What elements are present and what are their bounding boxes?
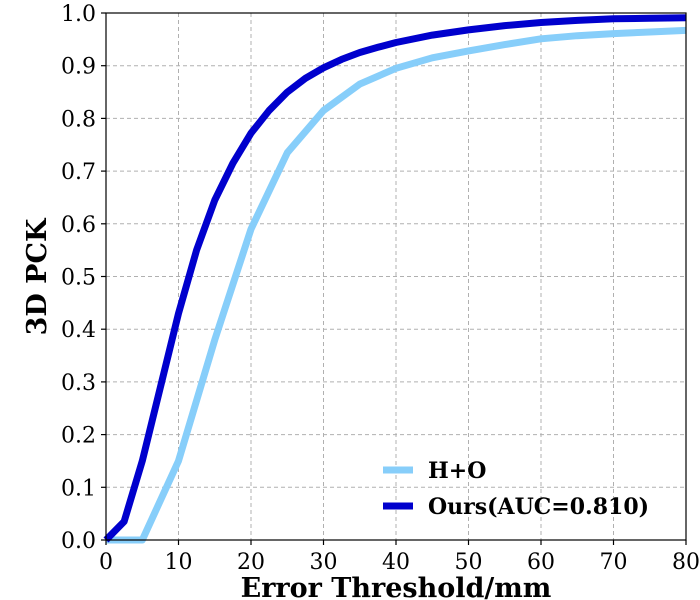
x-tick-label: 50 (455, 550, 483, 575)
y-tick-label: 0.3 (61, 371, 96, 396)
y-tick-label: 1.0 (61, 2, 96, 27)
x-tick-label: 30 (310, 550, 338, 575)
axis-ticks: 0 10 20 30 40 50 60 70 80 0.0 0.1 0.2 0.3 0.4 0.5 0.6 0.… (61, 2, 700, 575)
x-tick-label: 0 (99, 550, 113, 575)
y-tick-label: 0.6 (61, 213, 96, 238)
y-tick-label: 0.4 (61, 318, 96, 343)
y-tick-label: 0.0 (61, 529, 96, 554)
x-tick-label: 60 (527, 550, 555, 575)
series-line-ours (103, 14, 687, 543)
legend: H+O Ours(AUC=0.810) (383, 458, 649, 520)
y-axis-title: 3D PCK (22, 217, 53, 335)
x-tick-label: 20 (237, 550, 265, 575)
x-tick-label: 70 (600, 550, 628, 575)
y-tick-label: 0.9 (61, 55, 96, 80)
x-axis-title: Error Threshold/mm (241, 573, 552, 600)
x-tick-label: 10 (165, 550, 193, 575)
y-tick-label: 0.8 (61, 107, 96, 132)
y-tick-label: 0.5 (61, 266, 96, 291)
y-tick-label: 0.2 (61, 424, 96, 449)
y-tick-label: 0.7 (61, 160, 96, 185)
grid (106, 13, 686, 540)
series-line-h-o (106, 26, 687, 544)
x-tick-label: 80 (672, 550, 700, 575)
x-tick-label: 40 (382, 550, 410, 575)
y-tick-label: 0.1 (61, 476, 96, 501)
legend-label: Ours(AUC=0.810) (428, 494, 649, 520)
series-lines (103, 14, 687, 544)
legend-label: H+O (428, 458, 486, 484)
